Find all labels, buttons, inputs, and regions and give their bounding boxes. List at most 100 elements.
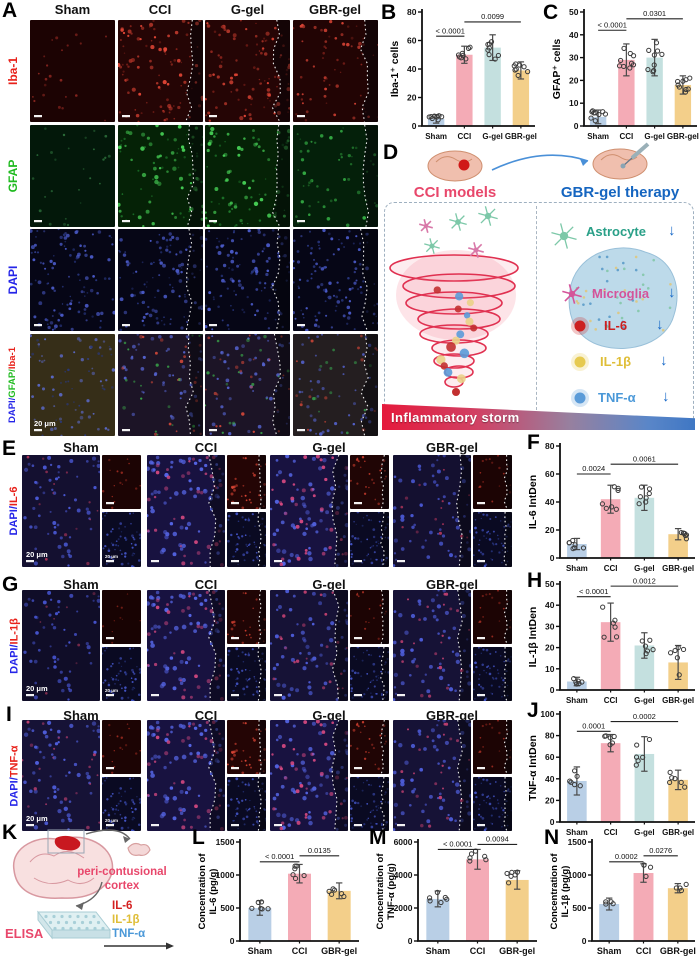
therapy-item-label-microglia: Microglia: [592, 286, 650, 301]
svg-text:Concentration of: Concentration of: [197, 853, 208, 930]
panel-d-schematic: CCI models GBR-gel therapy Inflammatory …: [380, 140, 700, 440]
panel-label-c: C: [543, 1, 559, 24]
svg-text:20 μm: 20 μm: [105, 554, 118, 559]
panelE-column-header: CCI: [194, 440, 218, 455]
bar-chart-J: Sham CCI G-gel GBR-gel 0 20 40 60 80 100 0.0001 0.0…: [527, 709, 695, 837]
svg-text:20 μm: 20 μm: [34, 419, 56, 428]
micro-image-a-r3c0: 20 μm: [30, 333, 115, 436]
svg-text:GFAP⁺ cells: GFAP⁺ cells: [551, 39, 563, 100]
bar-chart-N: Sham CCI GBR-gel 0 500 1000 1500 0.0002 0.0276 Co…: [549, 837, 696, 956]
peri-contusional-label-line1: peri-contusional: [77, 866, 167, 878]
svg-text:30: 30: [545, 621, 555, 631]
micro-image-a-r2c0: [30, 229, 115, 331]
svg-text:500: 500: [220, 903, 234, 913]
svg-text:Sham: Sham: [597, 946, 622, 956]
svg-text:G-gel: G-gel: [634, 828, 654, 837]
panelE-column-header: G-gel: [312, 440, 346, 455]
svg-text:500: 500: [572, 903, 586, 913]
svg-text:20: 20: [545, 795, 555, 805]
svg-text:0: 0: [550, 553, 555, 563]
panelE-dapi-channel-image-c0: 20 μm: [102, 512, 141, 567]
svg-text:10: 10: [545, 664, 555, 674]
box-divider: [536, 206, 537, 420]
micro-image-a-r1c0: [30, 124, 115, 227]
panel-a-row-label: DAPI/GFAP/Iba-1: [5, 334, 21, 436]
panel-label-f: F: [527, 431, 540, 454]
panel-e-il6-images: Sham CCI G-gel GBR-gel DAPI/IL-6 20 μm 20 μm: [0, 438, 524, 574]
svg-text:Sham: Sham: [425, 132, 447, 141]
panel-label-d: D: [383, 141, 399, 164]
svg-text:CCI: CCI: [604, 696, 618, 705]
svg-text:20 μm: 20 μm: [26, 684, 48, 693]
svg-text:0.0061: 0.0061: [633, 454, 656, 463]
micro-image-a-r0c2: [205, 20, 290, 122]
svg-text:0: 0: [230, 936, 235, 946]
panelE-dapi-channel-image-c3: [473, 512, 512, 567]
decrease-arrow-icon: ↓: [668, 222, 676, 239]
svg-text:60: 60: [545, 752, 555, 762]
svg-text:GBR-gel: GBR-gel: [662, 696, 694, 705]
svg-text:Sham: Sham: [426, 946, 451, 956]
svg-text:Sham: Sham: [566, 696, 588, 705]
svg-text:10: 10: [569, 98, 579, 108]
svg-text:GBR-gel: GBR-gel: [499, 946, 535, 956]
panel-label-l: L: [192, 826, 205, 849]
row-label-part: IL-1β: [8, 617, 20, 644]
svg-text:0.0012: 0.0012: [633, 576, 656, 585]
svg-text:60: 60: [545, 469, 555, 479]
svg-text:20: 20: [545, 525, 555, 535]
gbr-therapy-label: GBR-gel therapy: [560, 184, 680, 201]
panelG-red-channel-image-c2: [350, 590, 389, 644]
svg-text:40: 40: [545, 600, 555, 610]
svg-text:CCI: CCI: [604, 828, 618, 837]
svg-text:0.0002: 0.0002: [615, 852, 638, 861]
panel-k-elisa-schematic: peri-contusional cortex ELISA IL-6 IL-1β T…: [0, 826, 186, 959]
svg-text:80: 80: [545, 731, 555, 741]
panelG-dapi-channel-image-c3: [473, 647, 512, 701]
svg-text:TNF-α (pg/g): TNF-α (pg/g): [386, 863, 397, 920]
panelG-dapi-channel-image-c1: [227, 647, 266, 701]
panel-i-tnfa-images: Sham CCI G-gel GBR-gel DAPI/TNF-α 20 μm 20 μm: [0, 705, 524, 837]
svg-text:IL-1β (pg/g): IL-1β (pg/g): [560, 866, 571, 918]
panelG-column-header: Sham: [63, 577, 99, 592]
decrease-arrow-icon: ↓: [656, 316, 664, 333]
cci-therapy-illustration: [389, 142, 678, 407]
svg-text:50: 50: [569, 7, 579, 17]
row-label-part: GFAP/: [7, 368, 18, 398]
cci-models-label: CCI models: [413, 184, 497, 201]
svg-text:< 0.0001: < 0.0001: [443, 840, 472, 849]
panelG-red-channel-image-c1: [227, 590, 266, 644]
svg-text:CCI: CCI: [619, 132, 633, 141]
svg-text:20: 20: [545, 643, 555, 653]
panelE-merged-image-c0: 20 μm: [22, 455, 100, 567]
chart-iba1-cells: Sham CCI G-gel GBR-gel 0 20 40 60 80 < 0.0001 0.00…: [388, 2, 538, 142]
svg-text:CCI: CCI: [292, 946, 308, 956]
svg-text:40: 40: [545, 497, 555, 507]
panelI-dapi-channel-image-c1: [227, 777, 266, 831]
svg-text:0.0135: 0.0135: [308, 846, 331, 855]
panelI-merged-image-c1: [147, 720, 225, 831]
svg-text:60: 60: [407, 36, 417, 46]
panelG-merged-image-c3: [393, 590, 471, 701]
micro-image-a-r3c3: [292, 333, 378, 436]
row-label-part: IL-6: [8, 486, 20, 507]
panel-label-h: H: [527, 569, 543, 592]
svg-text:2000: 2000: [394, 903, 413, 913]
micro-image-a-r2c2: [205, 229, 290, 331]
panelG-dapi-channel-image-c0: 20 μm: [102, 647, 141, 701]
svg-text:0: 0: [550, 685, 555, 695]
panel-a-column-header: CCI: [148, 2, 172, 17]
svg-text:0.0301: 0.0301: [643, 9, 666, 18]
svg-text:0.0099: 0.0099: [481, 12, 504, 21]
micro-image-a-r1c3: [292, 124, 378, 227]
svg-text:GBR-gel: GBR-gel: [662, 564, 694, 573]
svg-text:GBR-gel: GBR-gel: [505, 132, 537, 141]
row-label-part: DAPI: [6, 265, 20, 295]
svg-text:1500: 1500: [568, 837, 587, 847]
svg-text:IL-1β IntDen: IL-1β IntDen: [527, 607, 539, 668]
panelI-merged-image-c3: [393, 720, 471, 831]
svg-text:40: 40: [545, 774, 555, 784]
svg-text:0: 0: [412, 121, 417, 131]
svg-text:Sham: Sham: [566, 828, 588, 837]
